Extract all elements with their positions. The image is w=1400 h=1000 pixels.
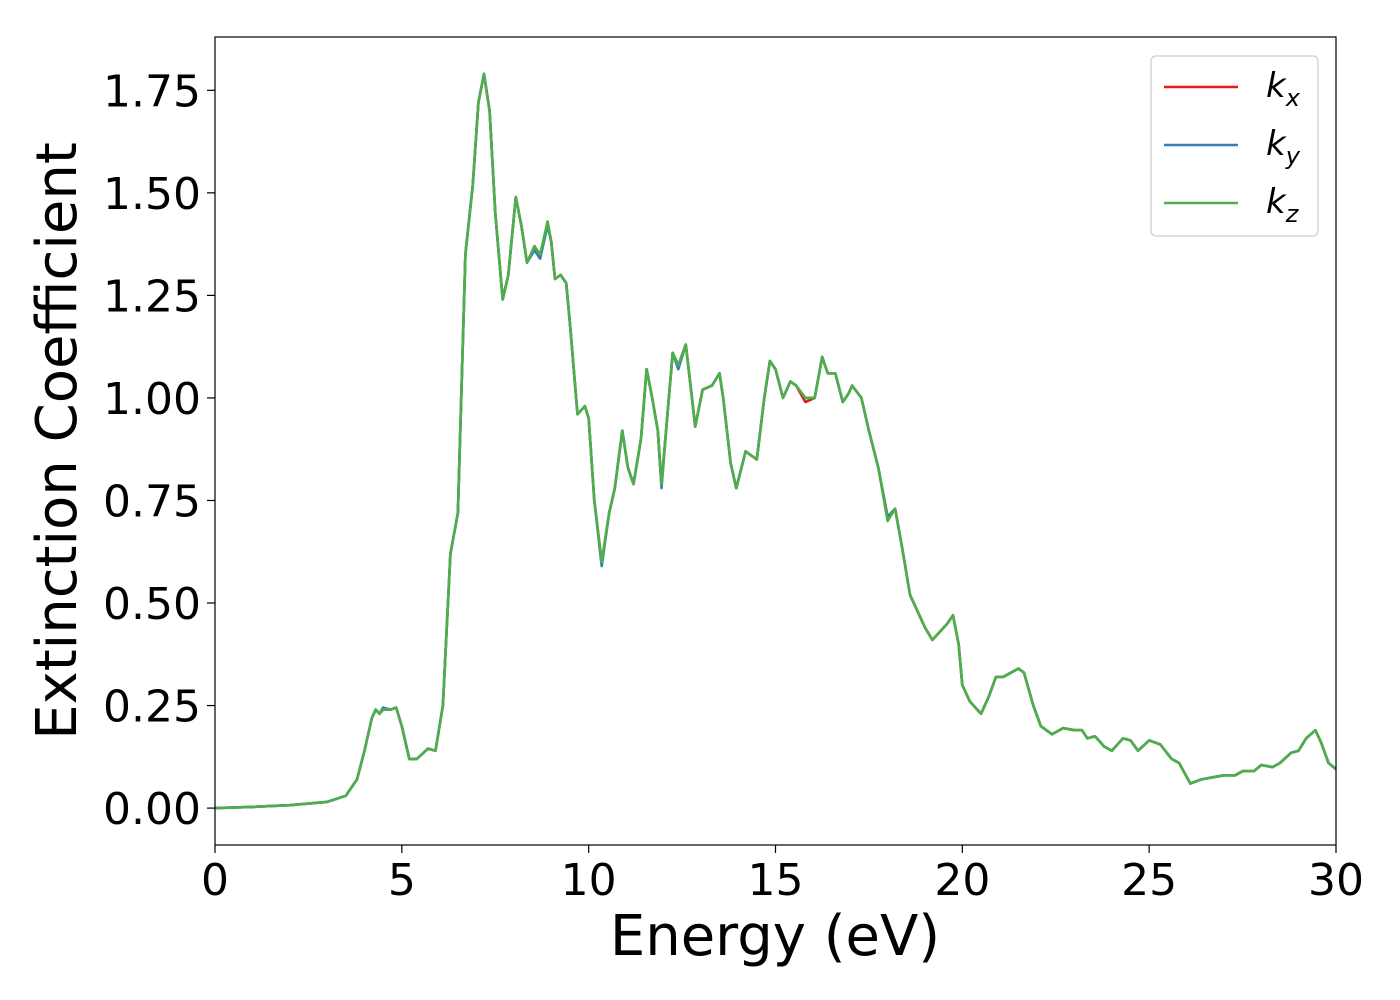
y-tick-label: 1.25	[103, 271, 201, 322]
x-tick-label: 0	[201, 855, 229, 906]
x-tick-label: 15	[748, 855, 804, 906]
y-tick-label: 0.00	[103, 784, 201, 835]
legend-label-main: k	[1266, 182, 1287, 222]
x-tick-label: 25	[1121, 855, 1177, 906]
x-tick-label: 10	[561, 855, 617, 906]
x-axis: 0 5 10 15 20 25 30	[201, 845, 1364, 906]
legend-label-x: kx	[1266, 66, 1301, 112]
legend-label-subscript: z	[1285, 200, 1300, 228]
x-tick-label: 20	[934, 855, 990, 906]
x-axis-title: Energy (eV)	[610, 904, 940, 969]
legend-label-y: ky	[1266, 124, 1301, 170]
y-tick-label: 0.25	[103, 682, 201, 733]
legend-label-main: k	[1266, 66, 1287, 106]
y-tick-label: 1.00	[103, 374, 201, 425]
y-tick-label: 0.75	[103, 476, 201, 527]
legend-label-main: k	[1266, 124, 1287, 164]
x-tick-label: 30	[1308, 855, 1364, 906]
series-line-z	[215, 72, 1336, 810]
y-tick-label: 1.75	[103, 66, 201, 117]
legend-label-z: kz	[1266, 182, 1300, 228]
y-axis: 0.00 0.25 0.50 0.75 1.00 1.25 1.50 1.75	[103, 66, 215, 835]
y-tick-label: 1.50	[103, 169, 201, 220]
x-tick-label: 5	[388, 855, 416, 906]
legend-label-subscript: x	[1285, 84, 1301, 112]
y-axis-title: Extinction Coefficient	[25, 142, 90, 740]
y-tick-label: 0.50	[103, 579, 201, 630]
series-layer	[215, 72, 1336, 810]
legend-label-subscript: y	[1285, 142, 1301, 170]
